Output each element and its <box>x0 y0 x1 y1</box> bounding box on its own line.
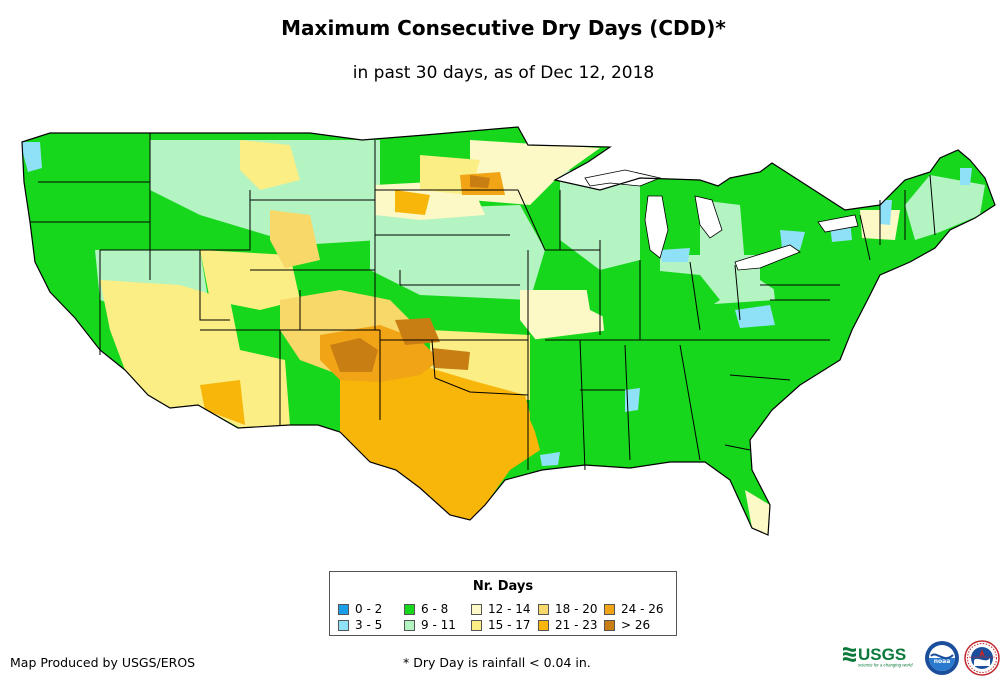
dry-day-footnote: * Dry Day is rainfall < 0.04 in. <box>403 655 591 670</box>
legend-item: 21 - 23 <box>538 618 598 632</box>
legend-swatch <box>338 619 349 631</box>
map-subtitle: in past 30 days, as of Dec 12, 2018 <box>352 63 655 83</box>
legend-item: 18 - 20 <box>538 602 598 616</box>
map-credit: Map Produced by USGS/EROS <box>10 655 196 670</box>
great-lakes <box>584 169 859 271</box>
noaa-wordmark: noaa <box>934 658 951 665</box>
legend-swatch <box>404 619 415 631</box>
legend-swatch <box>338 603 349 615</box>
usgs-logo: USGS science for a changing world <box>843 645 913 668</box>
usgs-wordmark: USGS <box>858 645 906 664</box>
legend-title: Nr. Days <box>472 579 534 594</box>
legend-label: 15 - 17 <box>488 618 531 632</box>
nws-logo: NATIONAL WEATHER SERVICE <box>964 640 1000 676</box>
nws-wordmark: NATIONAL WEATHER SERVICE <box>969 656 996 659</box>
legend-item: 0 - 2 <box>338 602 382 616</box>
legend-swatch <box>604 603 615 615</box>
legend-label: 21 - 23 <box>555 618 598 632</box>
legend-swatch <box>538 603 549 615</box>
legend-label: 9 - 11 <box>421 618 456 632</box>
legend-item: 9 - 11 <box>404 618 456 632</box>
legend-label: > 26 <box>621 618 651 632</box>
legend-label: 3 - 5 <box>355 618 383 632</box>
legend: Nr. Days 0 - 2 3 - 5 6 - 8 9 - 11 12 - 1… <box>329 571 677 636</box>
legend-swatch <box>604 619 615 631</box>
legend-item: 15 - 17 <box>471 618 531 632</box>
legend-item: 12 - 14 <box>471 602 531 616</box>
state-boundaries <box>30 133 936 471</box>
legend-swatch <box>538 619 549 631</box>
legend-swatch <box>471 619 482 631</box>
noaa-logo: noaa <box>925 641 959 675</box>
legend-swatch <box>471 603 482 615</box>
map-title: Maximum Consecutive Dry Days (CDD)* <box>281 16 726 40</box>
legend-item: 3 - 5 <box>338 618 382 632</box>
legend-label: 6 - 8 <box>421 602 449 616</box>
legend-item: 6 - 8 <box>404 602 448 616</box>
legend-label: 12 - 14 <box>488 602 531 616</box>
legend-label: 18 - 20 <box>555 602 598 616</box>
legend-label: 0 - 2 <box>355 602 383 616</box>
legend-item: > 26 <box>604 618 650 632</box>
legend-item: 24 - 26 <box>604 602 664 616</box>
legend-swatch <box>404 603 415 615</box>
usgs-tagline: science for a changing world <box>858 663 913 668</box>
legend-label: 24 - 26 <box>621 602 664 616</box>
